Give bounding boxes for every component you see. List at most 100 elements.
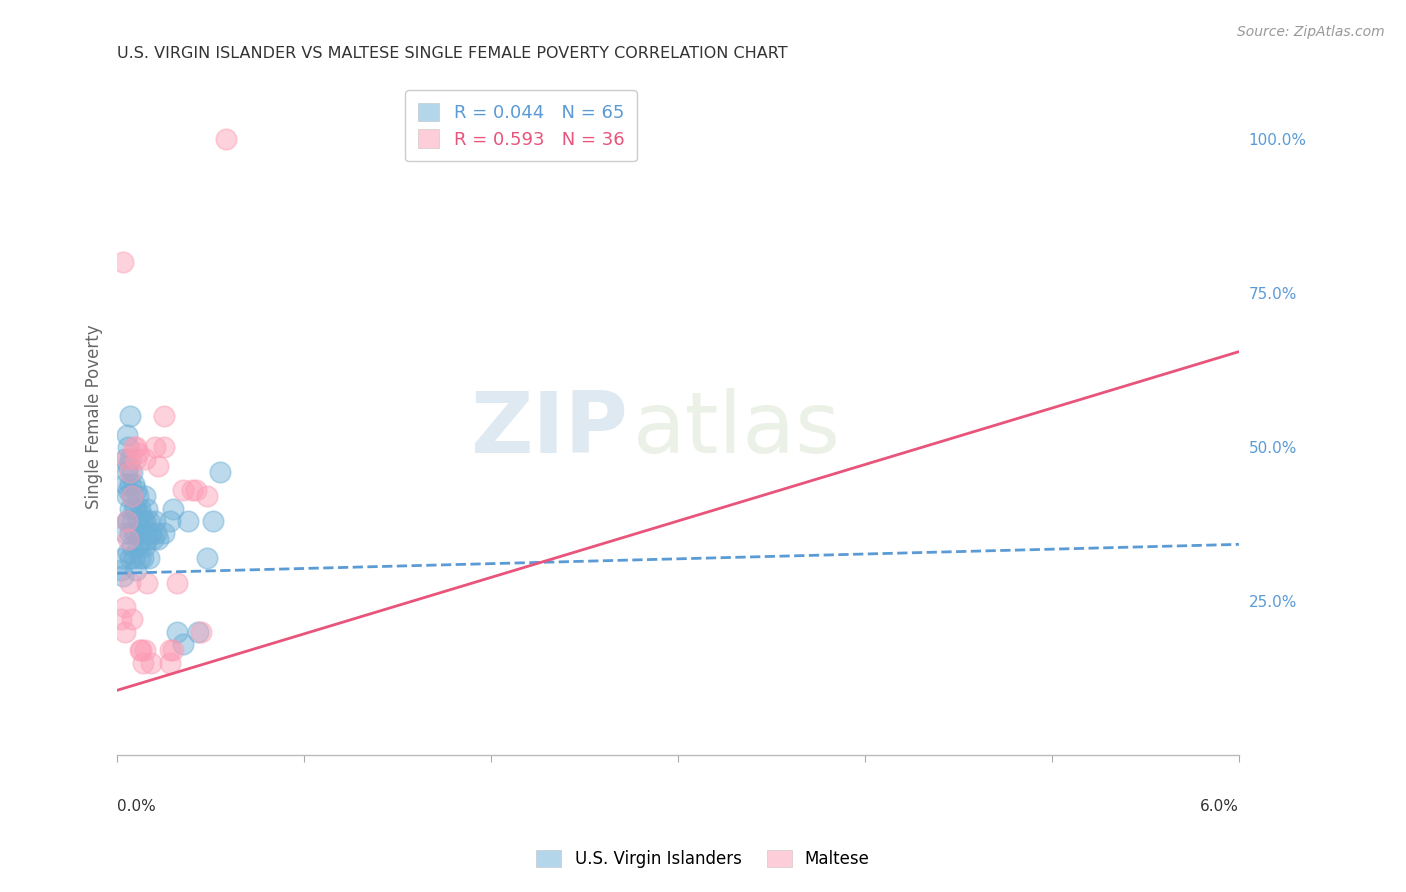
Point [114, 600, 136, 615]
Point [115, 514, 138, 528]
Point [117, 545, 139, 559]
Point [120, 477, 142, 491]
Point [153, 526, 176, 541]
Point [153, 440, 176, 454]
Point [120, 465, 142, 479]
Point [111, 550, 134, 565]
Point [190, 624, 212, 639]
Point [128, 526, 150, 541]
Point [120, 409, 142, 424]
Point [132, 514, 155, 528]
Point [134, 452, 156, 467]
Point [134, 514, 156, 528]
Point [110, 563, 132, 577]
Point [120, 550, 142, 565]
Point [125, 452, 148, 467]
Point [184, 483, 207, 498]
Point [115, 514, 138, 528]
Point [117, 514, 139, 528]
Point [131, 643, 153, 657]
Point [139, 526, 162, 541]
Point [125, 483, 148, 498]
Point [115, 427, 138, 442]
Point [114, 526, 136, 541]
Point [127, 446, 149, 460]
Point [121, 465, 143, 479]
Point [134, 643, 156, 657]
Point [159, 514, 181, 528]
Point [117, 483, 139, 498]
Point [214, 132, 236, 146]
Point [148, 533, 170, 547]
Point [177, 514, 200, 528]
Point [127, 489, 149, 503]
Point [114, 452, 136, 467]
Point [134, 539, 156, 553]
Text: Source: ZipAtlas.com: Source: ZipAtlas.com [1237, 25, 1385, 39]
Point [121, 539, 143, 553]
Point [127, 514, 149, 528]
Point [138, 550, 160, 565]
Point [172, 483, 194, 498]
Point [148, 458, 170, 473]
Point [111, 569, 134, 583]
Point [120, 526, 142, 541]
Text: 6.0%: 6.0% [1201, 799, 1239, 814]
Point [145, 526, 167, 541]
Point [125, 563, 148, 577]
Point [125, 526, 148, 541]
Point [132, 550, 155, 565]
Point [120, 575, 142, 590]
Point [201, 514, 224, 528]
Point [120, 501, 142, 516]
Point [128, 501, 150, 516]
Point [208, 465, 231, 479]
Point [139, 656, 162, 670]
Point [132, 656, 155, 670]
Point [128, 643, 150, 657]
Point [111, 255, 134, 269]
Point [122, 501, 145, 516]
Point [115, 489, 138, 503]
Point [153, 409, 176, 424]
Point [121, 612, 143, 626]
Point [121, 489, 143, 503]
Point [142, 533, 165, 547]
Point [125, 501, 148, 516]
Point [166, 624, 188, 639]
Point [117, 533, 139, 547]
Point [159, 656, 181, 670]
Point [115, 465, 138, 479]
Point [121, 489, 143, 503]
Point [114, 624, 136, 639]
Point [159, 643, 181, 657]
Point [134, 489, 156, 503]
Point [114, 477, 136, 491]
Text: atlas: atlas [633, 388, 841, 471]
Point [125, 440, 148, 454]
Text: 0.0%: 0.0% [117, 799, 156, 814]
Text: ZIP: ZIP [470, 388, 627, 471]
Point [120, 452, 142, 467]
Legend: R = 0.044   N = 65, R = 0.593   N = 36: R = 0.044 N = 65, R = 0.593 N = 36 [405, 90, 637, 161]
Point [166, 575, 188, 590]
Point [162, 643, 184, 657]
Legend: U.S. Virgin Islanders, Maltese: U.S. Virgin Islanders, Maltese [530, 843, 876, 875]
Point [121, 514, 143, 528]
Point [122, 550, 145, 565]
Point [143, 440, 166, 454]
Point [136, 533, 159, 547]
Y-axis label: Single Female Poverty: Single Female Poverty [86, 324, 103, 508]
Point [110, 612, 132, 626]
Point [162, 501, 184, 516]
Point [187, 624, 209, 639]
Point [195, 489, 218, 503]
Point [122, 477, 145, 491]
Point [195, 550, 218, 565]
Point [136, 575, 159, 590]
Point [117, 440, 139, 454]
Point [131, 533, 153, 547]
Point [127, 539, 149, 553]
Point [128, 550, 150, 565]
Point [131, 508, 153, 522]
